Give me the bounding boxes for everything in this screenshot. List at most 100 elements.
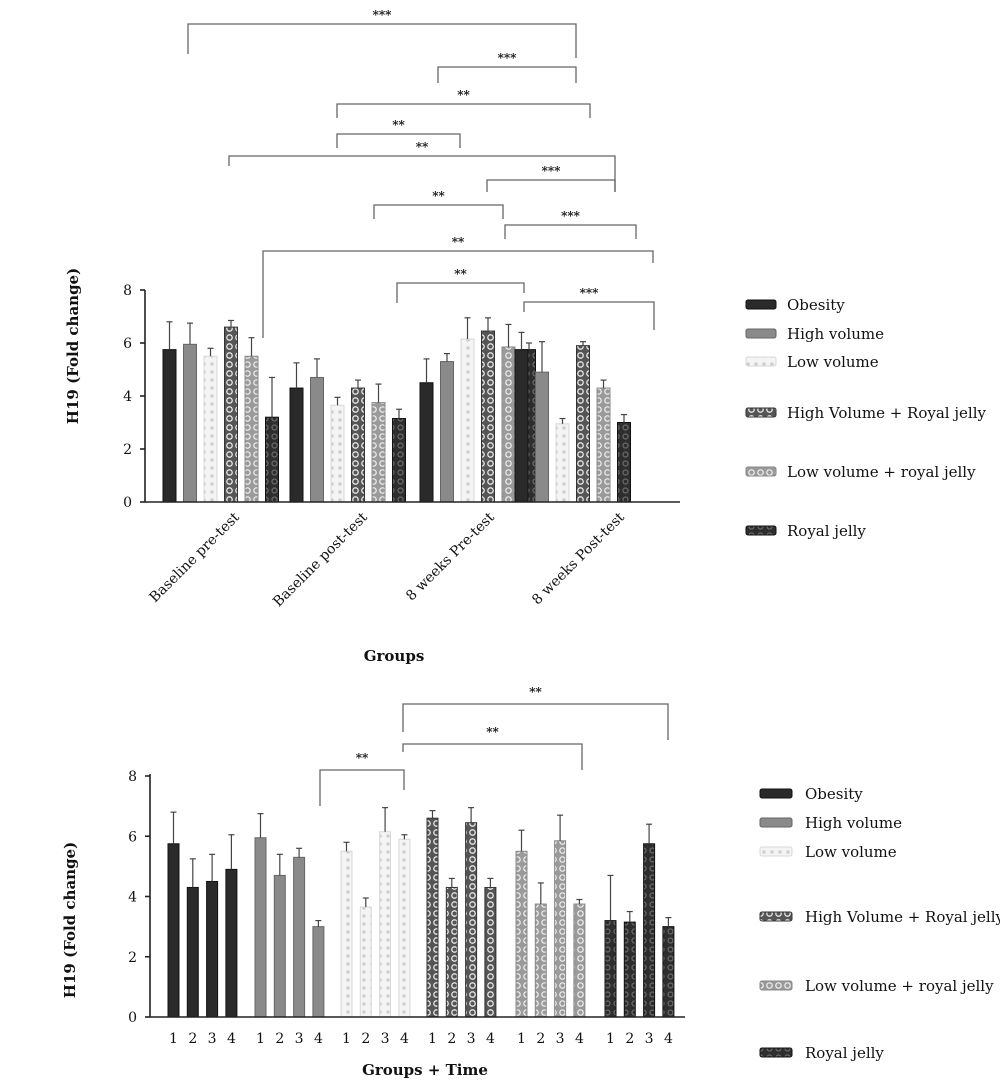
bottom-bar [465,822,478,1018]
top-legend-swatch [745,328,777,339]
bottom-bar [534,903,547,1018]
top-bar [351,387,365,503]
bottom-bar [340,850,353,1018]
bottom-x-tick-label: 1 [256,1031,265,1047]
bottom-x-tick-label: 1 [169,1031,178,1047]
bottom-bar [186,886,199,1018]
bottom-legend-swatch [759,788,793,799]
top-bar [162,349,177,503]
bottom-legend-label: High volume [805,814,902,832]
top-category-labels: Baseline pre-test Baseline post-test 8 wee… [147,509,629,610]
top-significance-bracket [437,66,577,83]
top-significance-bracket [373,204,504,219]
bottom-x-tick-label: 3 [556,1031,565,1047]
top-legend-swatch [745,407,777,418]
bottom-bar [515,850,528,1018]
bottom-bar [167,843,180,1018]
top-x-axis-label: Groups [364,647,425,665]
bottom-bar [293,856,306,1018]
bottom-legend-label: Obesity [805,785,863,803]
top-legend-label: High volume [787,325,884,343]
bottom-bar [662,926,675,1018]
bottom-x-tick-label: 2 [536,1031,545,1047]
bottom-y-tick-label: 6 [128,829,137,845]
top-legend-swatch [745,466,777,477]
top-legend-label: Obesity [787,296,845,314]
bottom-significance-bracket [402,703,669,740]
top-bar [371,402,386,503]
top-legend-swatch [745,356,777,367]
bottom-bars [167,807,675,1018]
bottom-y-tick-label: 8 [128,769,137,785]
top-bars [162,317,631,503]
top-significance-label: ** [457,88,470,102]
top-bar [514,349,529,503]
bottom-x-tick-label: 2 [275,1031,284,1047]
top-bar [183,343,197,503]
top-bar [617,422,631,503]
top-bar [419,382,434,503]
bottom-x-tick-label: 4 [400,1031,409,1047]
top-legend: Obesity High volume Low volume High Volume … [745,296,986,540]
top-y-tick-label: 2 [123,442,132,458]
top-significance-label: *** [580,286,600,300]
top-bar [555,423,570,503]
top-significance-label: *** [542,164,562,178]
top-significance-brackets: *************************** [187,8,655,338]
top-legend-label: Royal jelly [787,522,866,540]
bottom-significance-label: ** [356,751,369,765]
top-significance-label: *** [498,51,518,65]
bottom-x-tick-label: 4 [314,1031,323,1047]
top-bar [265,416,279,503]
top-bar [224,326,238,503]
bottom-x-axis-label: Groups + Time [362,1061,488,1079]
bottom-x-tick-label: 1 [517,1031,526,1047]
bottom-x-tick-label: 2 [361,1031,370,1047]
top-bar [289,387,304,503]
bottom-bar [484,886,497,1018]
bottom-bar [445,886,458,1018]
top-legend-swatch [745,525,777,536]
bottom-x-tick-label: 2 [188,1031,197,1047]
top-bar [460,338,475,503]
top-significance-label: *** [561,209,581,223]
bottom-legend-swatch [759,817,793,828]
top-y-tick-label: 6 [123,336,132,352]
bottom-x-tick-label: 1 [606,1031,615,1047]
bottom-x-tick-label: 1 [428,1031,437,1047]
top-significance-bracket [336,103,591,118]
bottom-significance-label: ** [486,725,499,739]
top-y-tick-label: 0 [123,495,132,511]
top-category-label: 8 weeks Pre-test [403,509,498,604]
top-significance-label: ** [454,267,467,281]
top-significance-bracket [396,282,525,303]
bottom-x-tick-label: 3 [295,1031,304,1047]
top-bar [244,355,259,503]
bottom-legend-swatch [759,911,793,922]
bottom-x-tick-label: 3 [467,1031,476,1047]
bottom-x-tick-label: 1 [342,1031,351,1047]
top-bar [392,418,406,503]
top-category-label: 8 weeks Post-test [529,509,628,608]
top-legend-label: High Volume + Royal jelly [787,404,986,422]
top-significance-label: ** [432,189,445,203]
bottom-bar [225,868,238,1018]
bottom-bar [643,843,656,1018]
bottom-legend-label: Royal jelly [805,1044,884,1062]
top-significance-label: ** [452,235,465,249]
bottom-x-tick-label: 3 [208,1031,217,1047]
top-bar [330,404,345,503]
top-bar [310,376,324,503]
bottom-x-tick-label: 3 [645,1031,654,1047]
top-legend-label: Low volume [787,353,879,371]
top-significance-bracket [486,179,616,192]
top-y-axis-label: H19 (Fold change) [64,268,82,424]
bottom-x-tick-label: 4 [575,1031,584,1047]
bottom-significance-brackets: ** ** ** [319,685,669,806]
bottom-x-tick-label: 2 [447,1031,456,1047]
bottom-bar [254,837,267,1018]
top-bar [203,355,218,503]
